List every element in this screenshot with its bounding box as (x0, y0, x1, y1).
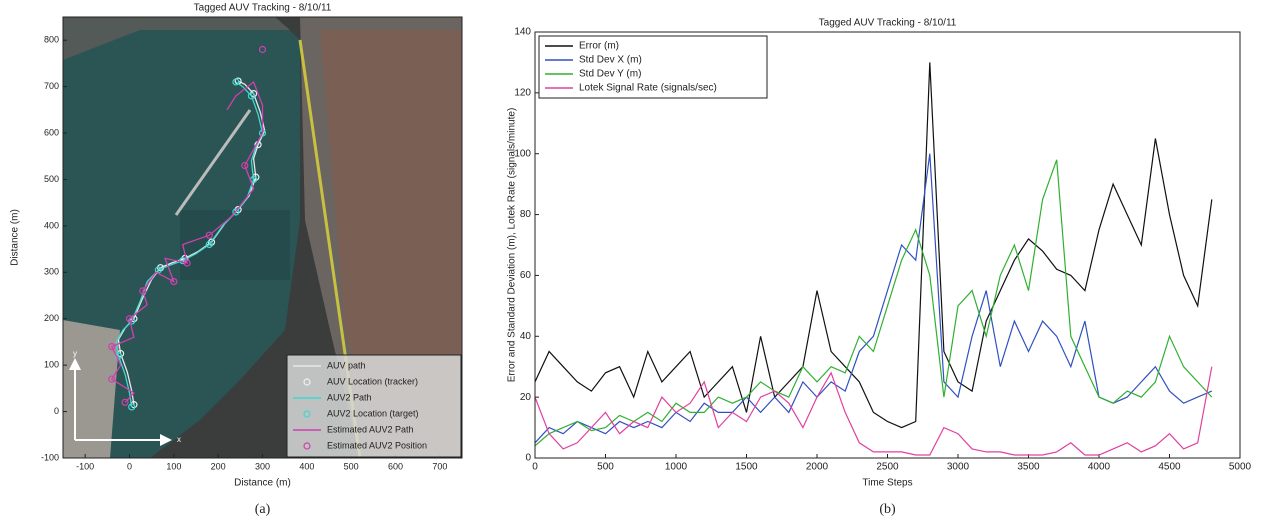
data-line (110, 80, 264, 403)
position-marker (108, 375, 116, 383)
position-marker (205, 231, 213, 239)
caption: (b) (879, 502, 896, 517)
x-tick-label: 600 (388, 461, 403, 471)
y-tick-label: -100 (41, 452, 59, 462)
annotation: x (177, 435, 181, 444)
y-tick-label: 0 (54, 406, 59, 416)
annotation: y (73, 349, 77, 358)
x-tick-label: 400 (299, 461, 314, 471)
legend-label: Estimated AUV2 Position (327, 440, 427, 450)
position-marker (258, 45, 267, 54)
legend-swatch (303, 378, 311, 386)
legend-swatch (303, 442, 311, 450)
legend-label: Std Dev Y (m) (579, 69, 641, 80)
y-tick-label: 120 (514, 87, 531, 98)
position-marker (232, 208, 240, 216)
x-axis-label: Distance (m) (234, 478, 291, 489)
x-tick-label: 4500 (1158, 462, 1181, 473)
x-tick-label: 2500 (876, 462, 899, 473)
y-tick-label: 600 (44, 127, 59, 137)
x-tick-label: -100 (76, 461, 94, 471)
x-tick-label: 1500 (735, 462, 758, 473)
data-line (534, 366, 1213, 456)
y-axis-label: Distance (m) (10, 209, 21, 266)
y-tick-label: 0 (525, 453, 531, 464)
legend-box (538, 35, 768, 99)
position-marker (139, 287, 147, 295)
satellite-background (63, 17, 462, 458)
y-tick-label: 20 (520, 392, 532, 403)
plot-frame (534, 31, 1241, 459)
data-line (534, 62, 1213, 429)
x-tick-label: 500 (344, 461, 359, 471)
x-tick-label: 700 (432, 461, 447, 471)
legend-label: AUV path (327, 360, 366, 370)
x-tick-label: 5000 (1229, 462, 1252, 473)
position-marker (247, 92, 256, 100)
position-marker (114, 352, 123, 360)
position-marker (170, 278, 178, 286)
legend-label: Error (m) (579, 41, 619, 52)
position-marker (234, 206, 242, 214)
legend-label: Lotek Signal Rate (signals/sec) (579, 83, 717, 94)
y-tick-label: 100 (514, 148, 531, 159)
y-tick-label: 700 (44, 81, 59, 91)
y-tick-label: 80 (520, 209, 532, 220)
legend-box (286, 354, 462, 458)
position-marker (205, 240, 213, 249)
caption: (a) (255, 502, 271, 517)
y-axis-label: Error and Standard Deviation (m), Lotek … (507, 108, 518, 383)
y-tick-label: 100 (44, 360, 59, 370)
position-marker (232, 78, 240, 86)
position-marker (125, 315, 134, 323)
position-marker (128, 317, 136, 325)
legend-label: AUV2 Path (327, 392, 372, 402)
legend-label: AUV Location (tracker) (327, 376, 418, 386)
position-marker (128, 403, 136, 411)
plot-layer (108, 45, 267, 411)
position-marker (250, 89, 258, 98)
x-tick-label: 2000 (806, 462, 829, 473)
position-marker (121, 398, 129, 406)
x-tick-label: 100 (166, 461, 181, 471)
x-tick-label: 4000 (1088, 462, 1111, 473)
x-tick-label: 3500 (1017, 462, 1040, 473)
x-tick-label: 3000 (947, 462, 970, 473)
y-tick-label: 40 (520, 331, 532, 342)
y-tick-label: 400 (44, 220, 59, 230)
legend-label: Std Dev X (m) (579, 55, 642, 66)
legend-label: AUV2 Location (target) (327, 408, 419, 418)
plot-frame (62, 16, 463, 459)
y-tick-label: 500 (44, 174, 59, 184)
x-tick-label: 500 (597, 462, 614, 473)
legend-swatch (303, 410, 311, 418)
y-tick-label: 300 (44, 267, 59, 277)
plot-layer (534, 62, 1213, 456)
y-tick-label: 200 (44, 313, 59, 323)
position-marker (241, 161, 249, 170)
position-marker (207, 238, 216, 246)
chart-title: Tagged AUV Tracking - 8/10/11 (194, 3, 332, 14)
x-tick-label: 1000 (665, 462, 688, 473)
x-tick-label: 0 (532, 462, 538, 473)
y-tick-label: 60 (520, 270, 532, 281)
y-tick-label: 140 (514, 27, 531, 38)
x-tick-label: 0 (127, 461, 132, 471)
chart-title: Tagged AUV Tracking - 8/10/11 (819, 18, 957, 29)
data-line (534, 159, 1213, 447)
plot-area (535, 32, 1240, 458)
x-axis-label: Time Steps (862, 478, 912, 489)
position-marker (183, 259, 191, 267)
x-tick-label: 200 (211, 461, 226, 471)
x-tick-label: 300 (255, 461, 270, 471)
y-tick-label: 800 (44, 35, 59, 45)
position-marker (108, 342, 116, 351)
legend-label: Estimated AUV2 Path (327, 424, 414, 434)
